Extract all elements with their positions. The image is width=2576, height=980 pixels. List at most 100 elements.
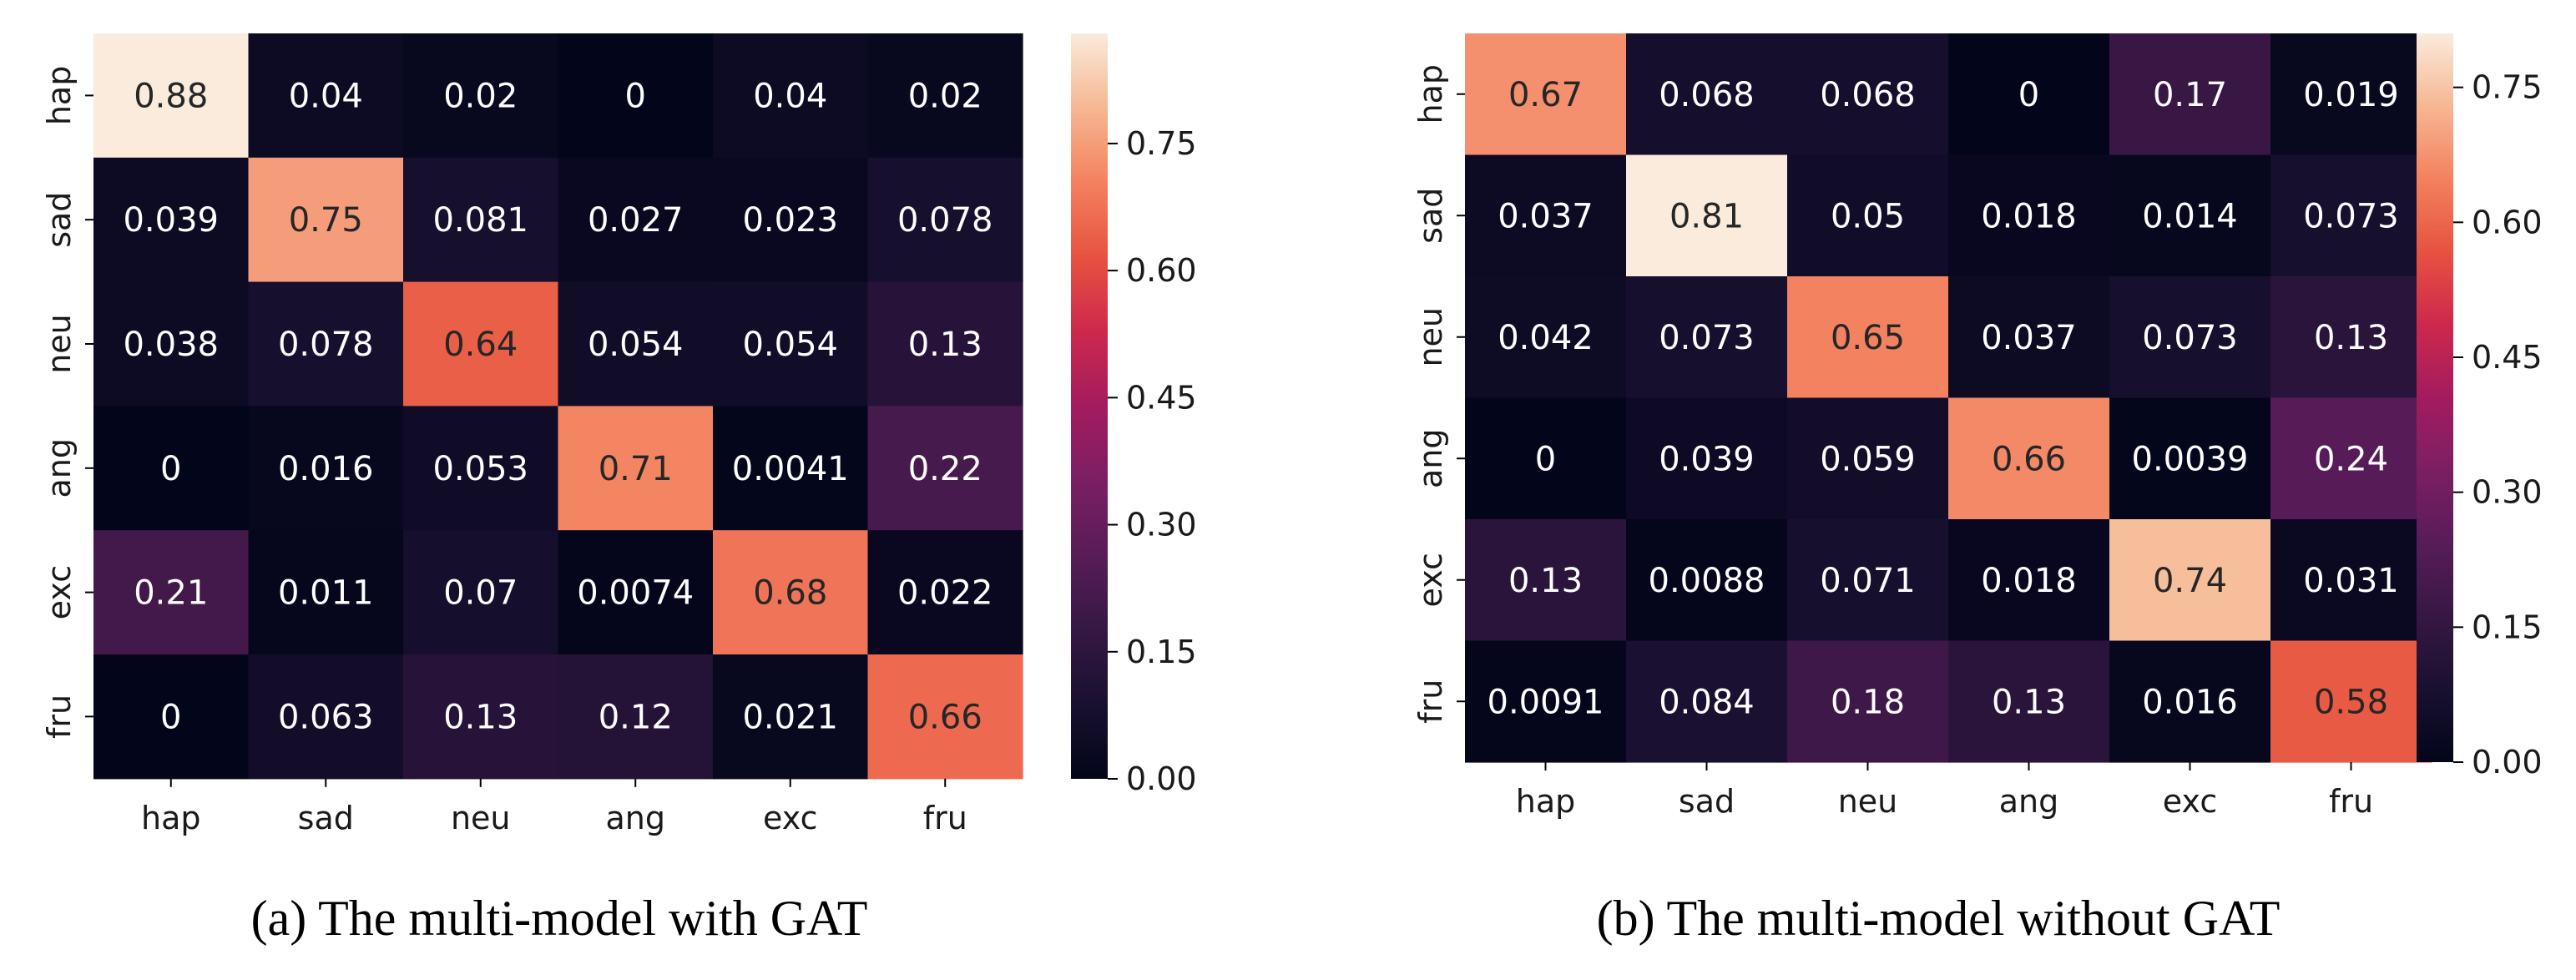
cell-ang-hap bbox=[93, 406, 250, 531]
cell-exc-fru bbox=[2270, 519, 2432, 642]
cell-neu-neu bbox=[403, 281, 559, 407]
cell-fru-exc bbox=[713, 654, 869, 780]
cell-fru-sad bbox=[1626, 640, 1788, 763]
cell-hap-hap bbox=[93, 33, 250, 159]
cell-hap-ang bbox=[1948, 33, 2110, 156]
cell-fru-sad bbox=[248, 654, 404, 780]
cell-exc-hap bbox=[1465, 519, 1627, 642]
cell-ang-ang bbox=[558, 406, 714, 531]
cell-label-neu-hap: 0.042 bbox=[1498, 319, 1594, 357]
cell-neu-hap bbox=[1465, 276, 1627, 399]
colorbar-tick-label-0.30: 0.30 bbox=[2472, 474, 2543, 511]
cell-sad-neu bbox=[403, 157, 559, 283]
cell-neu-exc bbox=[713, 281, 869, 407]
cell-label-hap-ang: 0 bbox=[2018, 76, 2039, 114]
cell-hap-ang bbox=[558, 33, 714, 159]
cell-exc-neu bbox=[1787, 519, 1949, 642]
cell-sad-sad bbox=[248, 157, 404, 283]
heatmap-panel-a: 0.88 0.04 0.02 0 0.04 0.02 0.039 0.75 0.081 0.027… bbox=[41, 33, 1197, 946]
colorbar-tick-label-0.60: 0.60 bbox=[2472, 204, 2543, 240]
cell-neu-sad bbox=[1626, 276, 1788, 399]
cell-label-sad-neu: 0.081 bbox=[432, 201, 528, 240]
y-tick-label-hap: hap bbox=[1412, 64, 1449, 124]
cell-fru-neu bbox=[1787, 640, 1949, 763]
cell-sad-sad bbox=[1626, 154, 1788, 277]
colorbar-tick-label-0.75: 0.75 bbox=[1126, 125, 1197, 162]
cell-label-exc-neu: 0.07 bbox=[443, 574, 518, 613]
cell-fru-exc bbox=[2109, 640, 2271, 763]
colorbar-tick-label-0.45: 0.45 bbox=[1126, 379, 1197, 416]
cell-fru-hap bbox=[93, 654, 250, 780]
cell-label-neu-ang: 0.037 bbox=[1981, 319, 2077, 357]
cell-neu-ang bbox=[558, 281, 714, 407]
y-tick-label-exc: exc bbox=[1412, 553, 1449, 607]
cell-fru-fru bbox=[867, 654, 1023, 780]
cell-label-neu-neu: 0.64 bbox=[443, 326, 518, 364]
cell-exc-ang bbox=[558, 530, 714, 655]
cell-label-sad-sad: 0.81 bbox=[1669, 197, 1744, 235]
cell-label-ang-sad: 0.039 bbox=[1659, 440, 1755, 478]
x-tick-label-sad: sad bbox=[1679, 783, 1735, 820]
y-tick-label-sad: sad bbox=[41, 192, 78, 248]
cell-sad-hap bbox=[93, 157, 250, 283]
cell-exc-neu bbox=[403, 530, 559, 655]
cell-exc-sad bbox=[1626, 519, 1788, 642]
colorbar-tick-label-0.75: 0.75 bbox=[2472, 69, 2543, 106]
x-tick-label-sad: sad bbox=[298, 800, 354, 836]
cell-hap-neu bbox=[1787, 33, 1949, 156]
cell-label-hap-fru: 0.019 bbox=[2303, 76, 2399, 114]
cell-label-fru-fru: 0.58 bbox=[2314, 683, 2388, 721]
cell-hap-neu bbox=[403, 33, 559, 159]
cell-label-hap-hap: 0.88 bbox=[134, 77, 208, 115]
cell-ang-sad bbox=[248, 406, 404, 531]
cell-label-neu-sad: 0.073 bbox=[1659, 319, 1755, 357]
cell-ang-fru bbox=[2270, 397, 2432, 520]
cell-label-neu-fru: 0.13 bbox=[908, 326, 982, 364]
cell-hap-exc bbox=[713, 33, 869, 159]
cell-label-sad-exc: 0.023 bbox=[742, 201, 838, 240]
cell-fru-ang bbox=[1948, 640, 2110, 763]
cell-label-ang-exc: 0.0039 bbox=[2132, 440, 2249, 478]
y-tick-label-ang: ang bbox=[41, 438, 78, 498]
cell-hap-sad bbox=[248, 33, 404, 159]
cell-label-neu-exc: 0.054 bbox=[742, 326, 838, 364]
cell-label-exc-hap: 0.13 bbox=[1508, 562, 1583, 600]
cell-label-ang-sad: 0.016 bbox=[278, 450, 374, 488]
cell-label-sad-hap: 0.037 bbox=[1498, 197, 1594, 235]
cell-label-sad-sad: 0.75 bbox=[289, 201, 363, 240]
cell-sad-fru bbox=[867, 157, 1023, 283]
x-tick-label-fru: fru bbox=[2329, 783, 2373, 820]
cell-label-exc-fru: 0.031 bbox=[2303, 562, 2399, 600]
cell-label-exc-ang: 0.018 bbox=[1981, 562, 2077, 600]
cell-hap-fru bbox=[867, 33, 1023, 159]
colorbar-tick-label-0.00: 0.00 bbox=[1126, 760, 1197, 797]
colorbar-tick-label-0.15: 0.15 bbox=[1126, 634, 1197, 670]
cell-neu-neu bbox=[1787, 276, 1949, 399]
x-tick-label-hap: hap bbox=[1516, 783, 1576, 820]
cell-label-ang-hap: 0 bbox=[160, 450, 181, 488]
cell-label-exc-exc: 0.68 bbox=[753, 574, 827, 613]
cell-exc-hap bbox=[93, 530, 250, 655]
cell-label-fru-neu: 0.13 bbox=[443, 698, 518, 736]
colorbar bbox=[1071, 33, 1108, 779]
cell-label-fru-sad: 0.063 bbox=[278, 698, 374, 736]
cell-label-sad-fru: 0.078 bbox=[897, 201, 993, 240]
y-tick-label-hap: hap bbox=[41, 66, 78, 125]
cell-label-fru-ang: 0.13 bbox=[1992, 683, 2066, 721]
colorbar-tick-label-0.30: 0.30 bbox=[1126, 507, 1197, 543]
colorbar-tick-label-0.00: 0.00 bbox=[2472, 744, 2543, 780]
cell-label-exc-ang: 0.0074 bbox=[577, 574, 694, 613]
cell-sad-hap bbox=[1465, 154, 1627, 277]
x-tick-label-exc: exc bbox=[2163, 783, 2217, 820]
y-tick-label-neu: neu bbox=[1412, 307, 1449, 367]
cell-label-exc-exc: 0.74 bbox=[2153, 562, 2227, 600]
cell-label-neu-neu: 0.65 bbox=[1831, 319, 1905, 357]
cell-label-neu-sad: 0.078 bbox=[278, 326, 374, 364]
x-tick-label-ang: ang bbox=[1999, 783, 2059, 820]
cell-label-neu-fru: 0.13 bbox=[2314, 319, 2388, 357]
cell-label-ang-ang: 0.71 bbox=[599, 450, 673, 488]
colorbar-tick-label-0.15: 0.15 bbox=[2472, 609, 2543, 645]
cell-label-fru-hap: 0.0091 bbox=[1488, 683, 1604, 721]
cell-fru-ang bbox=[558, 654, 714, 780]
cell-label-ang-fru: 0.24 bbox=[2314, 440, 2388, 478]
